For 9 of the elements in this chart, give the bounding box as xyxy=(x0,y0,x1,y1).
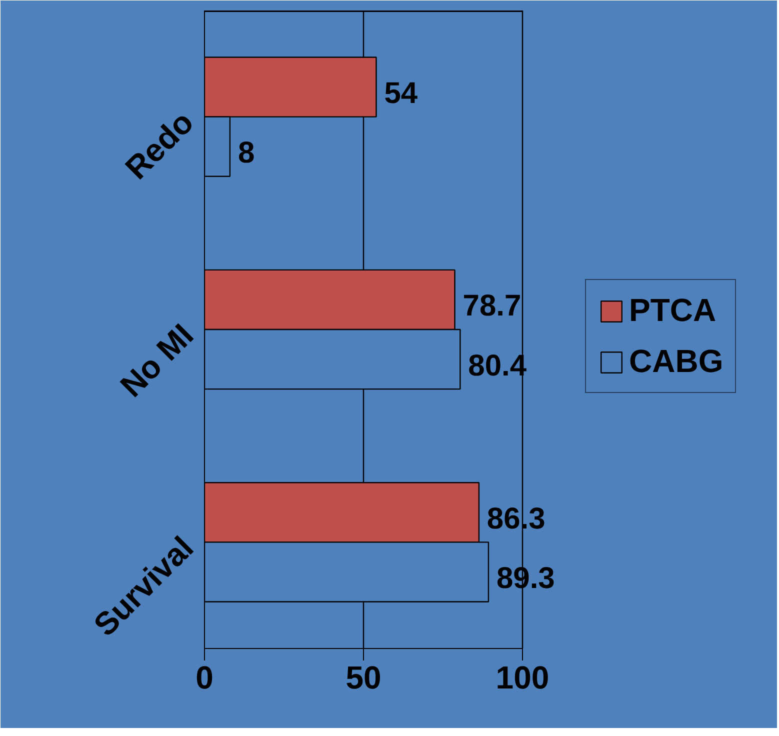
data-label: 54 xyxy=(384,77,418,110)
y-tick-label: No MI xyxy=(113,316,200,404)
legend-label: CABG xyxy=(629,343,724,380)
x-tick-label: 50 xyxy=(346,660,382,696)
data-label: 78.7 xyxy=(462,290,522,323)
data-label: 8 xyxy=(238,136,255,170)
legend-label: PTCA xyxy=(629,292,716,329)
x-tick-label: 0 xyxy=(196,660,214,696)
x-tick-label: 100 xyxy=(496,660,550,696)
